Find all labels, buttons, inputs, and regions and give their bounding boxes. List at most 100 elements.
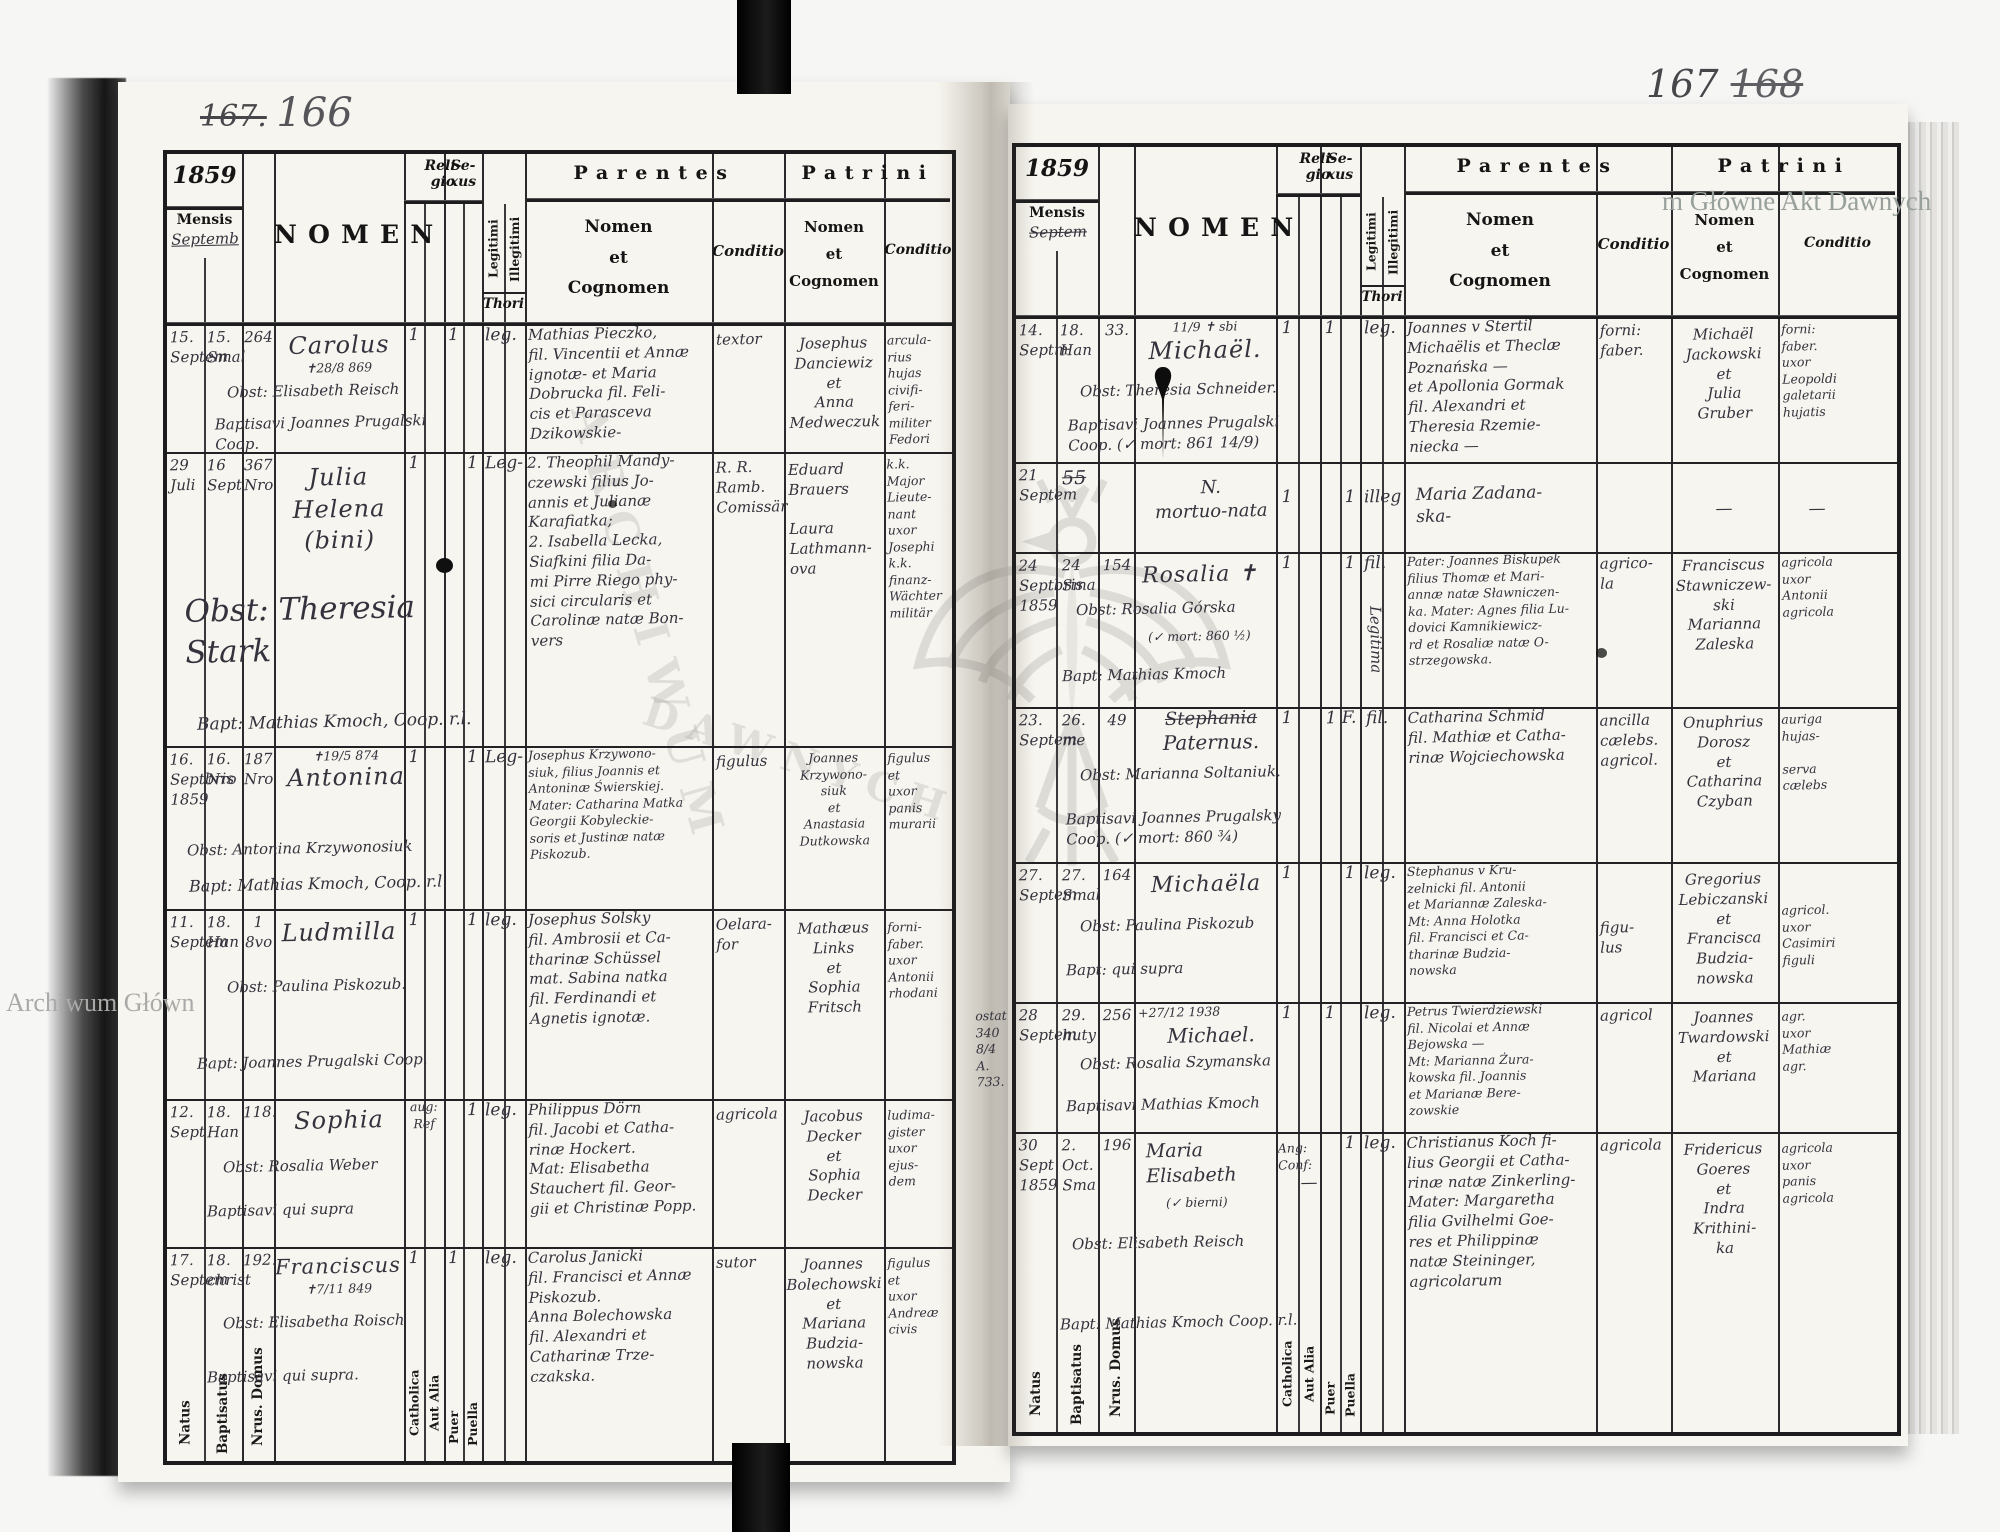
sexus-column-label: Se- xus bbox=[449, 158, 477, 190]
midwife-line: Obst: Antonina Krzywonosiuk bbox=[186, 836, 413, 860]
baptisatus-date: 18. Han bbox=[1059, 320, 1093, 360]
godparents-entry: Joannes Bolechowski et Mariana Budzia- n… bbox=[786, 1254, 882, 1373]
sexus-column-label: Se- xus bbox=[1326, 151, 1354, 183]
godparents-entry: Joannes Krzywono- siuk et Anastasia Dutk… bbox=[799, 749, 871, 849]
godparents-entry: Fridericus Goeres et Indra Krithini- ka bbox=[1683, 1139, 1763, 1258]
midwife-line: Obst: Theresia Stark bbox=[184, 589, 416, 671]
twin-note: (✓ bierni) bbox=[1165, 1193, 1228, 1211]
baptisatus-date: 15. Smal bbox=[206, 327, 246, 367]
baptisatus-date: 16. Nro bbox=[206, 749, 237, 789]
baptizer-line: Bapt: Mathias Kmoch bbox=[1061, 663, 1227, 686]
godparents-condition: figulus et uxor Andreæ civis bbox=[887, 1254, 939, 1337]
child-name: Ludmilla bbox=[281, 916, 397, 948]
parents-condition: agricola bbox=[715, 1104, 778, 1124]
parents-entry: Joannes v Stertil Michaëlis et Theclæ Po… bbox=[1406, 316, 1565, 456]
record-row: 14. Septm 18. Han 33. 11/9 ✝ sbi Michaël… bbox=[1016, 316, 1897, 462]
godparents-entry: Gregorius Lebiczanski et Francisca Budzi… bbox=[1678, 869, 1769, 988]
house-number: 164 bbox=[1102, 865, 1132, 885]
religio-column-label: Reli- gio bbox=[1299, 151, 1337, 183]
legitimi-column-label: Legitimi bbox=[485, 219, 501, 279]
parents-condition: Oelara- for bbox=[715, 914, 773, 954]
parents-condition: textor bbox=[715, 329, 762, 349]
godparents-entry: Michaël Jackowski et Julia Gruber bbox=[1685, 324, 1762, 423]
illegitimi-column-label: Illegitimi bbox=[507, 216, 522, 282]
parents-entry: Stephanus v Kru- zelnicki fil. Antonii e… bbox=[1406, 861, 1547, 978]
baptizer-line: Baptisavi Joannes Prugalski Coop. (✓ mor… bbox=[1067, 412, 1280, 455]
baptizer-line: Bapt: Joannes Prugalski Coop. bbox=[196, 1049, 428, 1073]
record-row: 27. Septem 27. Smal 164 Michaëla Obst: P… bbox=[1016, 862, 1897, 1002]
mensis-label: Mensis bbox=[1029, 205, 1085, 221]
sexus-mark: 1 F. bbox=[1325, 707, 1357, 729]
midwife-line: Obst: Theresia Schneider. bbox=[1079, 378, 1277, 401]
record-row: 16. Septbris 1859 16. Nro 187 Nro ✝19/5 … bbox=[167, 745, 952, 909]
year-label: 1859 bbox=[1024, 155, 1089, 182]
left-folio-struck: 167. bbox=[200, 99, 267, 134]
right-folio-struck: 168 bbox=[1730, 62, 1804, 106]
legitimacy-mark: Leg- bbox=[484, 746, 524, 768]
record-row: 15. Septem 15. Smal 264 Carolus ✝28/8 86… bbox=[167, 323, 952, 453]
house-number: 192. bbox=[242, 1250, 277, 1270]
record-row: 12. Sept 18. Han 118. Sophia Obst: Rosal… bbox=[167, 1099, 952, 1247]
child-name: Rosalia ✝ bbox=[1141, 561, 1259, 589]
sexus-mark: 1 bbox=[466, 909, 479, 931]
godparents-condition: agricola uxor Antonii agricola bbox=[1781, 553, 1835, 620]
patrini-section-label: Patrini bbox=[1717, 155, 1851, 177]
margin-note: ostat 340 8/4 A. 733. bbox=[975, 1007, 1007, 1090]
book-strap-bottom bbox=[732, 1443, 790, 1532]
midwife-line: Obst: Rosalia Górska bbox=[1075, 597, 1236, 620]
parents-condition: agricol bbox=[1599, 1005, 1653, 1025]
legitimacy-mark: fil. bbox=[1365, 707, 1389, 729]
religio-mark: 1 bbox=[408, 909, 420, 931]
baptisatus-date: 18. christ bbox=[206, 1250, 252, 1290]
child-name: Franciscus bbox=[274, 1252, 402, 1280]
sexus-mark: 1 bbox=[466, 746, 479, 768]
religio-mark: 1 bbox=[408, 452, 420, 474]
left-register-table: 1859 Mensis Septemb Natus Baptisatus Nru… bbox=[163, 150, 956, 1465]
legitimacy-mark: leg. bbox=[484, 1099, 517, 1121]
parents-condition: agrico- la bbox=[1599, 553, 1653, 593]
child-name: Michaël. bbox=[1148, 334, 1262, 366]
baptizer-line: Bapt: qui supra bbox=[1065, 958, 1184, 980]
parents-entry: Christianus Koch fi- lius Georgii et Cat… bbox=[1406, 1130, 1576, 1291]
baptisatus-date: 16 Sept bbox=[206, 455, 243, 495]
child-name: Michael. bbox=[1167, 1022, 1255, 1048]
godparents-condition: forni- faber. uxor Antonii rhodani bbox=[887, 918, 938, 1001]
parents-entry: Petrus Twierdziewski fil. Nicolai et Ann… bbox=[1406, 1001, 1543, 1118]
religio-mark: 1 bbox=[408, 324, 420, 346]
record-row: 28 Septem 29. huty 256 +27/12 1938 Micha… bbox=[1016, 1001, 1897, 1132]
religio-mark: 1 bbox=[1281, 1002, 1293, 1024]
mensis-handwritten: Septem bbox=[1028, 222, 1088, 242]
religio-mark: 1 bbox=[408, 746, 420, 768]
legitimacy-mark: illeg bbox=[1363, 486, 1402, 508]
right-folio-number: 167 168 bbox=[1646, 62, 1803, 106]
godparents-entry: Josephus Danciewiz et Anna Medweczuk bbox=[789, 333, 881, 433]
godparents-entry: Joannes Twardowski et Mariana bbox=[1677, 1007, 1770, 1087]
child-name: Michaëla bbox=[1150, 870, 1262, 899]
baptisatus-date: 27. Smal bbox=[1061, 865, 1101, 905]
godparents-condition: agricol. uxor Casimiri figuli bbox=[1781, 901, 1836, 968]
baptisatus-date: 2. Oct. Sma bbox=[1061, 1136, 1097, 1195]
midwife-line: Obst: Elisabetha Roisch bbox=[222, 1310, 405, 1333]
godparents-condition: ludima- gister uxor ejus- dem bbox=[887, 1106, 936, 1189]
parents-condition: figu- lus bbox=[1599, 918, 1635, 957]
book-page-block-edge-left bbox=[48, 78, 126, 1476]
parents-entry: Mathias Pieczko, fil. Vincentii et Annæ … bbox=[527, 323, 690, 443]
midwife-line: Obst: Rosalia Weber bbox=[222, 1155, 378, 1177]
mensis-handwritten: Septemb bbox=[171, 229, 239, 249]
baptizer-line: Bapt: Mathias Kmoch Coop. r.l. bbox=[1059, 1310, 1298, 1334]
natus-date: 21 Septem bbox=[1018, 466, 1078, 505]
parentes-conditio-label: Conditio bbox=[1597, 235, 1670, 253]
godparents-condition: forni: faber. uxor Leopoldi galetarii hu… bbox=[1780, 321, 1838, 420]
right-page bbox=[1008, 104, 1908, 1446]
godparents-condition: arcula- rius hujas civifi- feri- militer… bbox=[886, 331, 932, 447]
sexus-mark: 1 bbox=[1324, 317, 1336, 339]
sexus-mark: 1 bbox=[466, 452, 479, 474]
religio-mark: 1 bbox=[1281, 862, 1293, 884]
baptisatus-date: 29. huty bbox=[1061, 1005, 1097, 1045]
record-row: 24 Septbris 1859 24 Sma 154 Rosalia ✝ (✓… bbox=[1016, 551, 1897, 707]
patrini-section-label: Patrini bbox=[801, 162, 935, 184]
baptisatus-date: 26. me bbox=[1061, 710, 1086, 750]
child-name: Carolus bbox=[288, 329, 390, 361]
sexus-mark: 1 bbox=[447, 1247, 460, 1269]
record-row: 21 Septem 55 N. mortuo-nata 1 1 illeg Ma… bbox=[1016, 462, 1897, 552]
